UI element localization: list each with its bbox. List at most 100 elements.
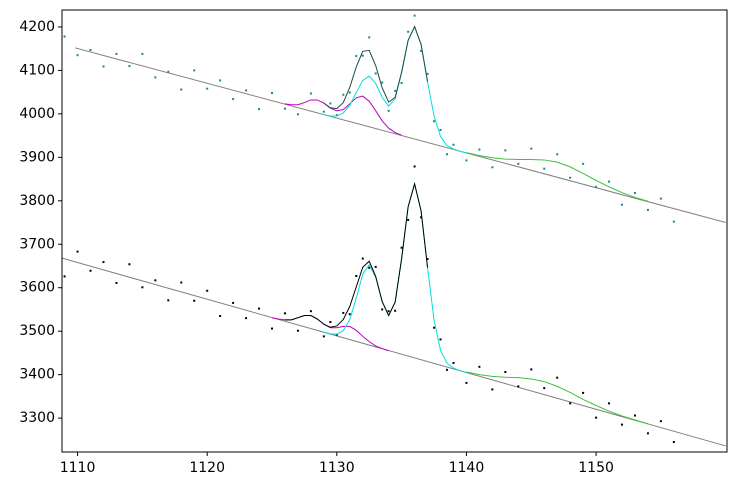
data-point: [478, 148, 481, 151]
data-point: [115, 52, 118, 55]
data-point: [180, 88, 183, 91]
data-point: [167, 70, 170, 73]
data-point: [608, 180, 611, 183]
data-point: [368, 36, 371, 39]
data-point: [407, 218, 410, 221]
data-point: [219, 79, 222, 82]
data-point: [478, 365, 481, 368]
data-point: [335, 114, 338, 117]
data-point: [446, 153, 448, 156]
data-point: [530, 147, 533, 150]
y-tick-label: 3600: [19, 280, 55, 296]
data-point: [426, 258, 429, 261]
data-point: [530, 368, 533, 371]
data-point: [374, 72, 377, 75]
data-point: [465, 159, 468, 162]
x-tick-label: 1150: [578, 460, 614, 476]
data-point: [361, 54, 364, 57]
data-point: [102, 261, 105, 264]
data-point: [556, 153, 559, 156]
data-point: [595, 416, 598, 419]
data-point: [608, 402, 611, 405]
data-point: [342, 93, 345, 96]
plot-frame: [61, 9, 728, 453]
data-point: [63, 275, 66, 278]
data-point: [439, 128, 442, 131]
y-tick-label: 4100: [19, 62, 55, 78]
data-point: [322, 335, 325, 338]
data-point: [368, 266, 371, 269]
data-point: [646, 432, 649, 435]
data-point: [89, 48, 92, 51]
data-point: [633, 414, 636, 417]
data-point: [329, 321, 332, 324]
data-point: [141, 286, 144, 289]
x-tick-label: 1140: [449, 460, 485, 476]
data-point: [154, 279, 157, 282]
data-point: [387, 310, 390, 313]
y-tick-label: 4000: [19, 106, 55, 122]
data-point: [446, 368, 448, 371]
data-point: [219, 314, 222, 317]
fit-line: [466, 152, 649, 202]
data-point: [76, 250, 79, 253]
data-point: [76, 54, 79, 57]
data-point: [355, 55, 358, 58]
data-point: [271, 327, 273, 330]
data-point: [245, 89, 248, 92]
data-point: [420, 49, 423, 52]
data-point: [348, 313, 351, 316]
fit-line: [284, 95, 402, 136]
fit-line: [466, 371, 649, 425]
data-point: [413, 165, 416, 168]
data-point: [180, 281, 183, 284]
y-tick-label: 3700: [19, 236, 55, 252]
data-point: [193, 299, 196, 302]
x-tick-label: 1110: [60, 460, 96, 476]
data-point: [439, 338, 442, 341]
data-point: [504, 149, 507, 152]
data-point: [394, 309, 397, 312]
data-point: [141, 52, 144, 55]
data-point: [128, 65, 131, 68]
data-point: [361, 257, 364, 260]
data-point: [517, 385, 520, 388]
plot-layer: [62, 14, 726, 447]
y-tick-label: 3900: [19, 149, 55, 165]
data-point: [245, 317, 248, 320]
data-point: [646, 208, 649, 211]
fit-line: [62, 257, 726, 447]
data-point: [258, 307, 261, 310]
data-point: [659, 197, 662, 200]
data-point: [154, 76, 157, 79]
data-point: [426, 72, 429, 75]
data-point: [400, 246, 403, 249]
data-point: [309, 310, 312, 313]
x-tick-label: 1130: [319, 460, 355, 476]
data-point: [374, 265, 377, 268]
data-point: [63, 35, 66, 38]
data-point: [296, 113, 299, 116]
data-point: [348, 91, 351, 94]
data-point: [672, 441, 675, 444]
data-point: [452, 143, 455, 146]
y-tick-label: 3500: [19, 323, 55, 339]
data-point: [102, 65, 105, 68]
data-point: [595, 185, 598, 188]
data-point: [309, 92, 312, 95]
data-point: [659, 420, 662, 423]
plot-area: [62, 10, 727, 452]
data-point: [621, 423, 623, 426]
data-point: [322, 110, 325, 113]
data-point: [193, 69, 196, 72]
data-point: [504, 371, 507, 374]
data-point: [258, 108, 261, 111]
fit-line: [323, 25, 429, 110]
y-tick-label: 3300: [19, 410, 55, 426]
data-point: [206, 87, 209, 90]
data-point: [407, 30, 410, 33]
data-point: [283, 107, 286, 110]
data-point: [232, 301, 235, 304]
data-point: [232, 98, 235, 101]
